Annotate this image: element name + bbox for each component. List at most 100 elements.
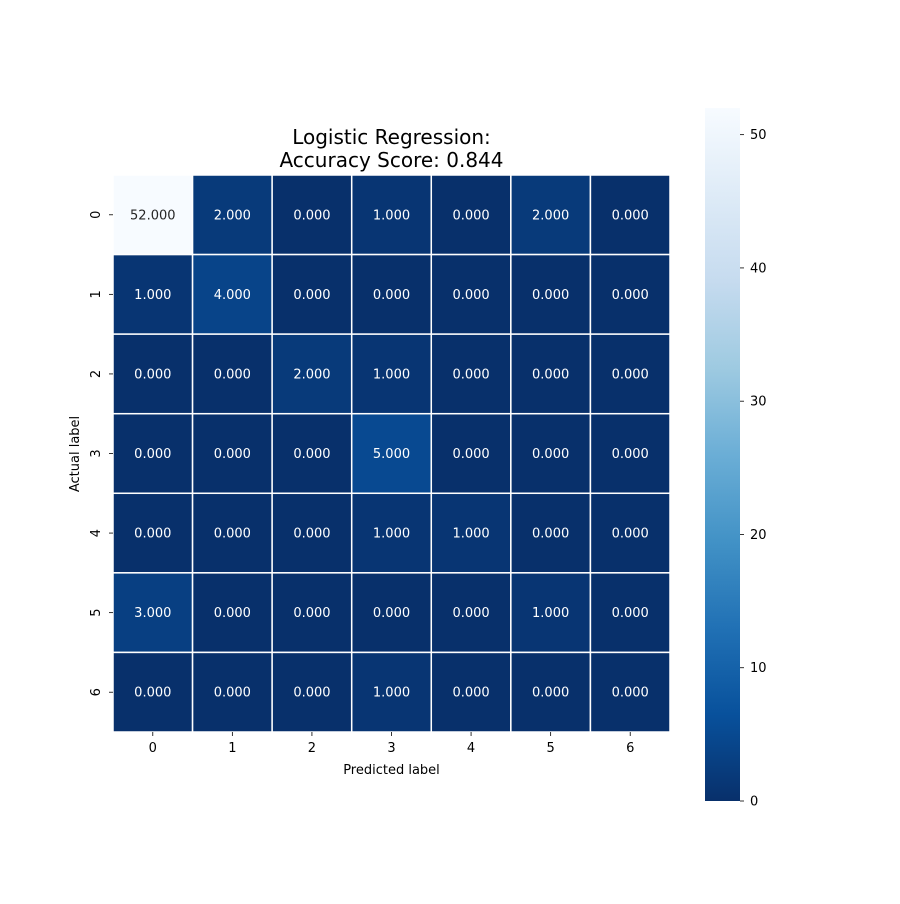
heatmap-cell xyxy=(589,572,671,654)
heatmap-cell xyxy=(430,651,512,733)
heatmap-cells xyxy=(112,174,671,733)
x-tick-label: 3 xyxy=(387,741,395,756)
cell-value-label: 0.000 xyxy=(612,686,649,701)
heatmap-cell xyxy=(191,174,273,256)
x-tick-label: 2 xyxy=(308,741,316,756)
cell-value-label: 1.000 xyxy=(452,527,489,542)
cell-value-label: 1.000 xyxy=(373,367,410,382)
x-axis-label: Predicted label xyxy=(343,763,440,778)
cell-value-label: 2.000 xyxy=(293,367,330,382)
heatmap-cell xyxy=(430,253,512,335)
heatmap-cell xyxy=(350,333,433,415)
cell-value-label: 0.000 xyxy=(134,686,171,701)
cell-value-label: 0.000 xyxy=(452,686,489,701)
heatmap-cell xyxy=(191,412,273,495)
cell-value-label: 0.000 xyxy=(373,606,410,621)
colorbar-tick-label: 30 xyxy=(750,395,767,410)
heatmap-cell xyxy=(350,572,433,654)
heatmap-cell xyxy=(112,651,194,733)
cell-value-label: 2.000 xyxy=(532,208,569,223)
x-tick-label: 5 xyxy=(547,741,555,756)
x-tick-label: 6 xyxy=(626,741,634,756)
y-tick-label: 4 xyxy=(89,529,104,537)
cell-value-label: 0.000 xyxy=(612,288,649,303)
cell-value-label: 1.000 xyxy=(373,208,410,223)
cell-value-label: 0.000 xyxy=(452,447,489,462)
heatmap-cell xyxy=(271,492,353,574)
heatmap-cell xyxy=(112,572,194,654)
cell-value-label: 0.000 xyxy=(532,447,569,462)
y-axis: 0 1 2 3 4 5 6 xyxy=(89,211,113,696)
cell-value-label: 0.000 xyxy=(214,527,251,542)
cell-value-label: 0.000 xyxy=(452,208,489,223)
cell-value-label: 0.000 xyxy=(532,367,569,382)
cell-value-label: 0.000 xyxy=(134,367,171,382)
colorbar: 0 10 20 30 40 50 xyxy=(705,108,767,810)
colorbar-gradient xyxy=(705,108,740,801)
y-tick-label: 0 xyxy=(89,211,104,219)
cell-value-label: 0.000 xyxy=(293,527,330,542)
cell-value-label: 1.000 xyxy=(134,288,171,303)
y-axis-label: Actual label xyxy=(68,416,83,492)
cell-value-label: 0.000 xyxy=(214,606,251,621)
cell-value-label: 0.000 xyxy=(293,606,330,621)
heatmap-cell xyxy=(430,333,512,415)
cell-value-label: 0.000 xyxy=(612,527,649,542)
y-tick-label: 2 xyxy=(89,370,104,378)
colorbar-tick-label: 20 xyxy=(750,528,767,543)
heatmap-cell xyxy=(191,572,273,654)
heatmap-cell xyxy=(589,333,671,415)
cell-value-label: 0.000 xyxy=(214,686,251,701)
chart-title: Logistic Regression: Accuracy Score: 0.8… xyxy=(279,125,503,172)
heatmap-cell xyxy=(350,412,433,495)
y-tick-label: 5 xyxy=(89,609,104,617)
cell-value-label: 0.000 xyxy=(612,367,649,382)
y-tick-label: 3 xyxy=(89,449,104,457)
x-tick-label: 0 xyxy=(149,741,157,756)
cell-value-label: 0.000 xyxy=(452,288,489,303)
heatmap-cell xyxy=(430,572,512,654)
cell-value-label: 1.000 xyxy=(373,686,410,701)
cell-value-label: 0.000 xyxy=(452,367,489,382)
heatmap-cell xyxy=(589,412,671,495)
heatmap-cell xyxy=(510,412,592,495)
cell-value-label: 0.000 xyxy=(134,447,171,462)
cell-value-label: 1.000 xyxy=(532,606,569,621)
cell-value-label: 0.000 xyxy=(373,288,410,303)
x-tick-label: 1 xyxy=(228,741,236,756)
heatmap-cell xyxy=(510,651,592,733)
heatmap-cell xyxy=(510,333,592,415)
heatmap-cell xyxy=(112,412,194,495)
colorbar-tick-label: 50 xyxy=(750,128,767,143)
heatmap-cell xyxy=(271,651,353,733)
cell-value-label: 1.000 xyxy=(373,527,410,542)
colorbar-tick-label: 0 xyxy=(750,795,758,810)
heatmap-cell xyxy=(271,333,353,415)
y-tick-label: 6 xyxy=(89,688,104,696)
y-tick-label: 1 xyxy=(89,290,104,298)
cell-value-label: 3.000 xyxy=(134,606,171,621)
heatmap-cell xyxy=(271,174,353,256)
chart-title-line-2: Accuracy Score: 0.844 xyxy=(279,148,503,172)
colorbar-tick-label: 10 xyxy=(750,661,767,676)
cell-value-label: 0.000 xyxy=(532,686,569,701)
colorbar-tick-label: 40 xyxy=(750,261,767,276)
cell-value-label: 0.000 xyxy=(532,527,569,542)
cell-value-label: 0.000 xyxy=(134,527,171,542)
cell-value-label: 5.000 xyxy=(373,447,410,462)
cell-value-label: 0.000 xyxy=(452,606,489,621)
cell-value-label: 0.000 xyxy=(293,686,330,701)
heatmap-cell xyxy=(350,651,433,733)
cell-value-label: 0.000 xyxy=(293,288,330,303)
cell-value-label: 0.000 xyxy=(612,606,649,621)
heatmap-cell xyxy=(589,651,671,733)
heatmap-cell xyxy=(271,253,353,335)
chart-title-line-1: Logistic Regression: xyxy=(292,125,491,149)
cell-value-label: 2.000 xyxy=(214,208,251,223)
cell-value-label: 0.000 xyxy=(293,208,330,223)
cell-value-label: 0.000 xyxy=(532,288,569,303)
heatmap-annotations: 52.000 2.000 0.000 1.000 0.000 2.000 0.000 1.00… xyxy=(130,208,649,700)
cell-value-label: 0.000 xyxy=(612,208,649,223)
cell-value-label: 4.000 xyxy=(214,288,251,303)
